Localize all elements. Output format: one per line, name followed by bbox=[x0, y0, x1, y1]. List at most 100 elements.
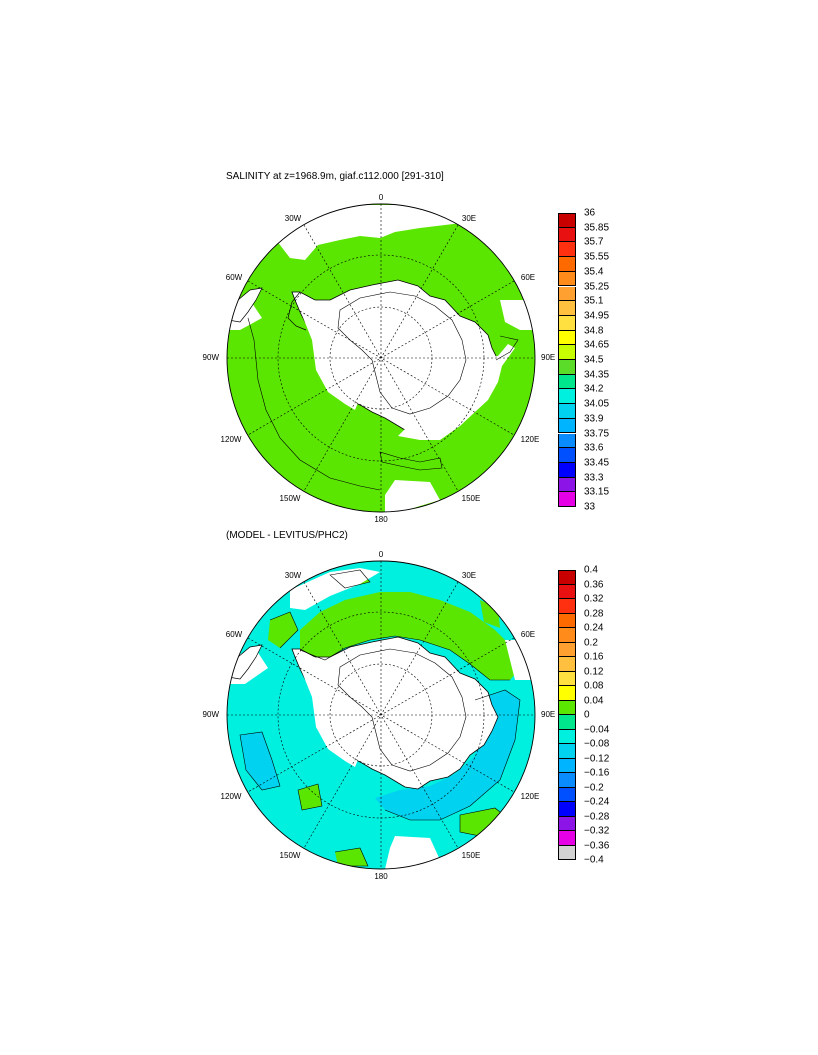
colorbar-tick-label: 35.7 bbox=[584, 236, 604, 248]
colorbar-tick-label: 0.32 bbox=[584, 593, 604, 605]
colorbar-tick-label: −0.12 bbox=[584, 753, 610, 764]
colorbar-box bbox=[558, 374, 576, 390]
colorbar-box bbox=[558, 492, 576, 507]
colorbar-tick-label: 33.45 bbox=[584, 457, 610, 469]
panel1-lon-0: 0 bbox=[378, 193, 384, 202]
colorbar-tick-label: 34.8 bbox=[584, 325, 604, 337]
panel1-lon-150e: 150E bbox=[461, 494, 481, 503]
colorbar-box bbox=[558, 657, 576, 672]
colorbar-box bbox=[558, 802, 576, 817]
panel1-lon-90w: 90W bbox=[202, 353, 219, 362]
colorbar-box bbox=[558, 570, 576, 585]
panel2-boundary bbox=[226, 560, 536, 870]
colorbar-tick-label: 0.24 bbox=[584, 622, 604, 634]
colorbar-box bbox=[558, 628, 576, 643]
colorbar-box bbox=[558, 242, 576, 258]
panel2-lon-120e: 120E bbox=[520, 792, 540, 801]
colorbar-tick-label: −0.2 bbox=[584, 782, 604, 793]
colorbar-tick-label: 34.65 bbox=[584, 339, 610, 351]
panel1-title: SALINITY at z=1968.9m, giaf.c112.000 [29… bbox=[226, 171, 444, 182]
colorbar-tick-label: 0 bbox=[584, 709, 590, 721]
panel2-colorbar: 0.4 0.36 0.32 0.28 0.24 0.2 0.16 0.12 0.08 0.04 0 −… bbox=[558, 565, 618, 866]
colorbar-tick-label: 0.16 bbox=[584, 651, 604, 663]
panel2-lon-120w: 120W bbox=[220, 792, 242, 801]
colorbar-box bbox=[558, 729, 576, 744]
colorbar-box bbox=[558, 700, 576, 715]
panel2-lon-90e: 90E bbox=[541, 710, 556, 719]
colorbar-box bbox=[558, 613, 576, 628]
colorbar-tick-label: 35.55 bbox=[584, 251, 610, 263]
colorbar-box bbox=[558, 345, 576, 360]
panel2-positive-s2 bbox=[460, 808, 510, 836]
colorbar-box bbox=[558, 301, 576, 316]
colorbar-box bbox=[558, 433, 576, 449]
colorbar-tick-label: 33.6 bbox=[584, 442, 604, 454]
panel2-title: (MODEL - LEVITUS/PHC2) bbox=[226, 530, 348, 541]
colorbar-tick-label: 34.35 bbox=[584, 369, 610, 381]
colorbar-tick-label: 34.2 bbox=[584, 383, 604, 395]
colorbar-box bbox=[558, 715, 576, 730]
colorbar-box bbox=[558, 686, 576, 701]
colorbar-tick-label: 0.2 bbox=[584, 637, 598, 648]
colorbar-tick-label: 33 bbox=[584, 501, 596, 513]
colorbar-tick-label: −0.28 bbox=[584, 811, 610, 822]
panel2-positive-w1 bbox=[268, 612, 298, 648]
panel1-lon-90e: 90E bbox=[541, 353, 556, 362]
colorbar-tick-label: 33.9 bbox=[584, 413, 604, 425]
panel2-positive-s1 bbox=[335, 848, 368, 866]
panel2-missing-north bbox=[290, 568, 380, 610]
colorbar-box bbox=[558, 671, 576, 686]
colorbar-tick-label: 33.3 bbox=[584, 472, 604, 484]
panel1-lon-60e: 60E bbox=[520, 273, 536, 282]
colorbar-tick-label: 0.08 bbox=[584, 680, 604, 692]
panel1-lon-30w: 30W bbox=[284, 214, 302, 223]
panel2-lon-60e: 60E bbox=[520, 630, 536, 639]
colorbar-box bbox=[558, 816, 576, 831]
colorbar-tick-label: −0.24 bbox=[584, 796, 610, 808]
panel2-lon-90w: 90W bbox=[202, 710, 219, 719]
panel1-lon-30e: 30E bbox=[461, 214, 477, 223]
colorbar-tick-label: 36 bbox=[584, 207, 596, 219]
colorbar-tick-label: −0.36 bbox=[584, 840, 610, 851]
colorbar-tick-label: 34.5 bbox=[584, 354, 604, 366]
colorbar-tick-label: 35.25 bbox=[584, 281, 610, 292]
panel2-lon-150w: 150W bbox=[279, 851, 301, 860]
colorbar-box bbox=[558, 315, 576, 331]
colorbar-box bbox=[558, 389, 576, 405]
colorbar-box bbox=[558, 845, 576, 860]
panel2-graticule bbox=[227, 561, 535, 869]
colorbar-tick-label: 0.4 bbox=[584, 564, 598, 576]
colorbar-tick-label: −0.32 bbox=[584, 825, 610, 837]
panel1-boundary bbox=[226, 203, 536, 513]
colorbar-box bbox=[558, 271, 576, 287]
colorbar-tick-label: 0.04 bbox=[584, 695, 604, 706]
colorbar-tick-label: −0.08 bbox=[584, 738, 610, 750]
colorbar-tick-label: 0.12 bbox=[584, 666, 604, 677]
colorbar-box bbox=[558, 257, 576, 272]
panel2-lon-30w: 30W bbox=[284, 571, 302, 580]
panel1-lon-120e: 120E bbox=[520, 435, 540, 444]
panel2-lon-150e: 150E bbox=[461, 851, 481, 860]
colorbar-box bbox=[558, 831, 576, 846]
colorbar-tick-label: −0.04 bbox=[584, 724, 610, 735]
panel2-lon-60w: 60W bbox=[225, 630, 243, 639]
colorbar-box bbox=[558, 286, 576, 302]
colorbar-tick-label: 35.4 bbox=[584, 266, 604, 278]
colorbar-tick-label: 0.28 bbox=[584, 608, 604, 619]
colorbar-box bbox=[558, 418, 576, 434]
colorbar-box bbox=[558, 773, 576, 788]
panel1-lon-180: 180 bbox=[374, 515, 388, 524]
colorbar-tick-label: 35.85 bbox=[584, 222, 610, 234]
panel1-missing-north bbox=[270, 205, 470, 260]
colorbar-tick-label: 0.36 bbox=[584, 579, 604, 590]
colorbar-box bbox=[558, 758, 576, 773]
colorbar-box bbox=[558, 213, 576, 228]
colorbar-box bbox=[558, 477, 576, 493]
colorbar-box bbox=[558, 744, 576, 759]
colorbar-box bbox=[558, 360, 576, 375]
panel2-positive-sw bbox=[298, 784, 322, 810]
colorbar-box bbox=[558, 787, 576, 802]
panel2-lon-180: 180 bbox=[374, 872, 388, 881]
colorbar-tick-label: 35.1 bbox=[584, 295, 604, 307]
panel1-lon-120w: 120W bbox=[220, 435, 242, 444]
